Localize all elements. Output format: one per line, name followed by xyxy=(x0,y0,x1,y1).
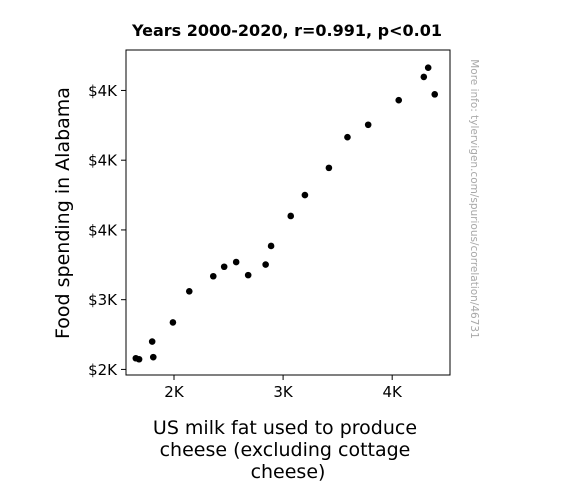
x-axis-label-line-3: cheese) xyxy=(251,461,326,483)
data-point xyxy=(364,121,372,129)
data-point xyxy=(244,271,252,279)
data-point xyxy=(301,191,309,199)
data-point xyxy=(267,242,275,250)
data-point xyxy=(431,91,439,98)
x-axis: 2K 3K 4K xyxy=(164,375,403,401)
y-tick-label: $4K xyxy=(88,152,118,170)
x-tick-label: 4K xyxy=(382,383,403,401)
data-point xyxy=(209,272,217,280)
data-points xyxy=(132,64,439,363)
x-axis-label-line-1: US milk fat used to produce xyxy=(153,417,417,439)
data-point xyxy=(420,73,428,81)
data-point xyxy=(232,258,240,266)
data-point xyxy=(325,164,333,172)
chart-title: Years 2000-2020, r=0.991, p<0.01 xyxy=(131,21,442,40)
data-point xyxy=(185,288,193,295)
y-tick-label: $4K xyxy=(88,82,118,100)
data-point xyxy=(287,212,295,220)
data-point xyxy=(169,319,177,326)
plot-frame xyxy=(125,49,451,376)
data-point xyxy=(135,355,143,363)
data-point xyxy=(220,263,228,271)
x-tick-label: 2K xyxy=(164,383,185,401)
data-point xyxy=(424,64,432,72)
y-tick-label: $4K xyxy=(88,221,118,239)
x-axis-label: US milk fat used to produce cheese (excl… xyxy=(153,417,423,483)
data-point xyxy=(344,133,351,141)
data-point xyxy=(149,353,157,361)
x-axis-label-line-2: cheese (excluding cottage xyxy=(160,439,411,461)
data-point xyxy=(262,261,269,268)
y-tick-label: $3K xyxy=(88,291,118,309)
data-point xyxy=(148,338,156,345)
data-point xyxy=(395,96,403,104)
source-note: More info: tylervigen.com/spurious/corre… xyxy=(468,59,480,339)
y-axis-label: Food spending in Alabama xyxy=(52,87,74,339)
y-tick-label: $2K xyxy=(88,361,118,379)
y-axis: $2K $3K $4K $4K $4K xyxy=(88,82,126,379)
x-tick-label: 3K xyxy=(273,383,294,401)
